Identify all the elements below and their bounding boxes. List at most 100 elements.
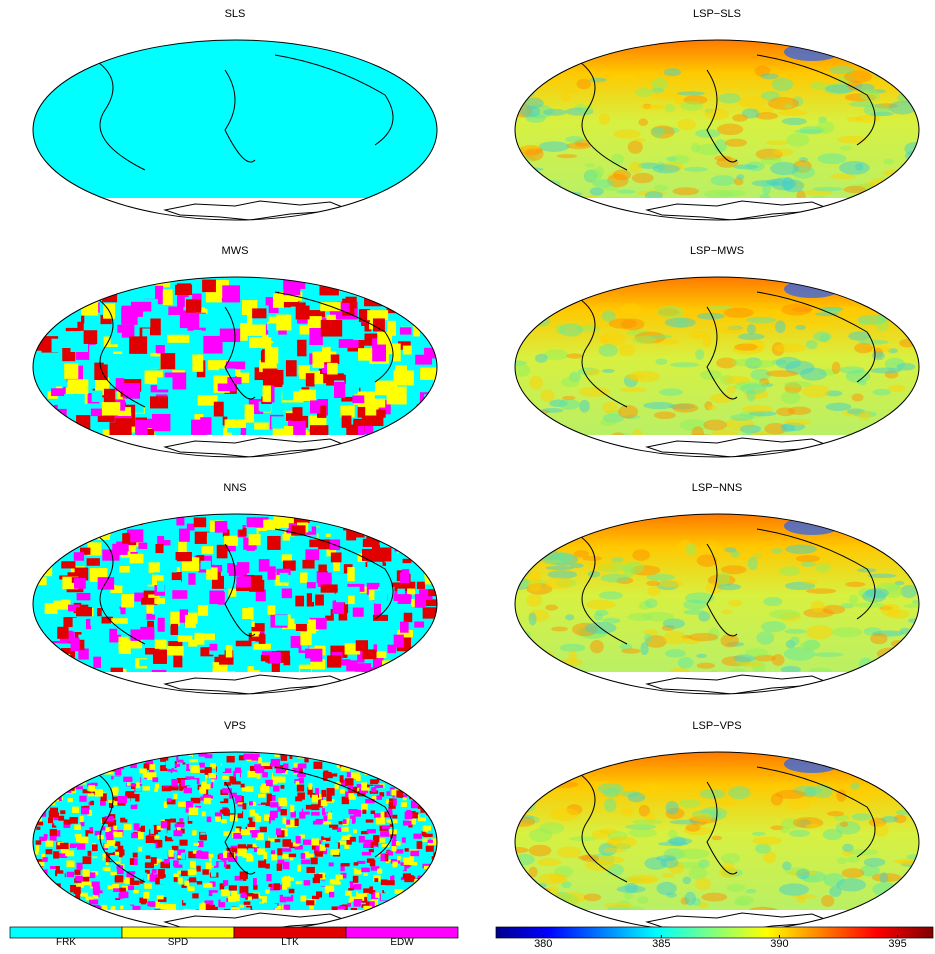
map-blob xyxy=(867,443,886,451)
map-blob xyxy=(556,894,578,907)
map-cell xyxy=(270,802,278,807)
map-blob xyxy=(878,421,906,434)
map-blob xyxy=(666,801,679,814)
map-cell xyxy=(93,895,99,898)
map-blob xyxy=(704,230,727,242)
map-cell xyxy=(294,615,308,623)
map-cell xyxy=(81,808,89,815)
map-blob xyxy=(632,819,663,824)
map-blob xyxy=(903,405,919,410)
map-cell xyxy=(387,760,394,767)
map-cell xyxy=(402,785,407,792)
map-blob xyxy=(865,588,889,598)
map-cell xyxy=(198,605,208,616)
map-blob xyxy=(868,234,887,246)
map-cell xyxy=(412,546,420,558)
panel-title: LSP−NNS xyxy=(692,482,742,494)
map-cell xyxy=(278,798,286,804)
map-blob xyxy=(657,580,683,587)
map-cell xyxy=(233,598,248,608)
map-cell xyxy=(295,596,304,607)
map-cell xyxy=(374,399,385,408)
map-cell xyxy=(376,818,385,825)
map-cell xyxy=(436,916,445,923)
map-cell xyxy=(199,903,206,910)
map-cell xyxy=(200,770,207,773)
map-cell xyxy=(95,916,104,923)
map-blob xyxy=(790,636,800,645)
map-cell xyxy=(384,889,393,893)
map-cell xyxy=(432,526,439,537)
map-cell xyxy=(352,890,356,896)
map-blob xyxy=(689,633,718,641)
map-cell xyxy=(149,562,160,573)
map-cell xyxy=(42,857,47,862)
map-cell xyxy=(115,577,128,585)
map-cell xyxy=(61,561,75,568)
map-blob xyxy=(535,651,555,664)
map-blob xyxy=(874,823,888,836)
map-cell xyxy=(435,406,447,419)
map-cell xyxy=(418,788,427,791)
map-cell xyxy=(263,279,276,291)
map-cell xyxy=(158,810,165,815)
map-cell xyxy=(292,407,302,421)
map-blob xyxy=(861,220,879,228)
map-cell xyxy=(173,807,181,813)
map-blob xyxy=(557,846,581,858)
map-cell xyxy=(56,788,61,795)
map-cell xyxy=(120,755,127,762)
map-cell xyxy=(61,834,68,840)
map-cell xyxy=(249,337,271,348)
map-cell xyxy=(395,539,411,552)
map-cell xyxy=(425,889,432,893)
map-cell xyxy=(193,330,201,340)
map-cell xyxy=(150,792,159,798)
map-cell xyxy=(103,515,117,526)
map-cell xyxy=(150,764,156,770)
map-cell xyxy=(300,632,311,645)
map-blob xyxy=(695,878,711,890)
map-cell xyxy=(222,776,229,780)
map-blob xyxy=(892,653,916,659)
map-cell xyxy=(354,754,363,760)
map-cell xyxy=(374,590,387,604)
map-cell xyxy=(379,838,385,842)
map-blob xyxy=(658,458,678,467)
map-blob xyxy=(798,321,830,325)
map-cell xyxy=(154,835,160,838)
map-blob xyxy=(585,169,602,182)
map-blob xyxy=(800,239,827,245)
map-blob xyxy=(848,243,879,255)
map-cell xyxy=(373,780,379,783)
map-cell xyxy=(146,836,155,843)
map-cell xyxy=(359,836,365,843)
map-cell xyxy=(227,635,242,641)
map-cell xyxy=(180,840,188,846)
map-cell xyxy=(288,830,298,834)
map-cell xyxy=(52,759,58,763)
map-blob xyxy=(784,104,792,108)
map-cell xyxy=(211,869,216,877)
map-cell xyxy=(115,841,120,846)
map-cell xyxy=(82,756,91,761)
map-cell xyxy=(223,808,229,816)
map-cell xyxy=(49,915,55,920)
map-cell xyxy=(311,804,319,810)
map-blob xyxy=(832,216,841,222)
map-blob xyxy=(750,360,774,368)
map-blob xyxy=(529,612,537,625)
map-blob xyxy=(717,800,738,806)
map-cell xyxy=(400,327,411,334)
map-cell xyxy=(435,580,444,587)
map-blob xyxy=(672,187,699,195)
map-cell xyxy=(311,857,318,864)
map-cell xyxy=(312,838,319,845)
map-cell xyxy=(271,759,280,767)
map-blob xyxy=(883,191,909,203)
map-cell xyxy=(310,400,320,413)
map-cell xyxy=(36,840,42,844)
map-cell xyxy=(216,842,225,846)
map-cell xyxy=(70,761,77,767)
map-cell xyxy=(68,292,85,305)
